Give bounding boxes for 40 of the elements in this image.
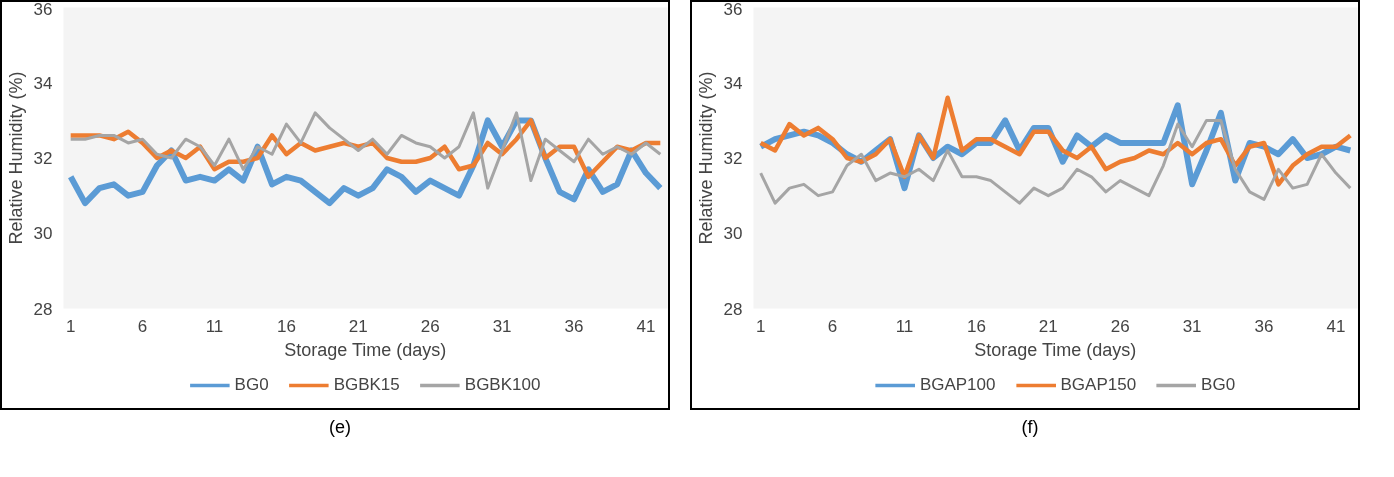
y-tick-label: 36 [723,0,743,19]
legend-label: BG0 [234,375,269,395]
x-tick-label: 31 [492,316,512,336]
text: (e) [329,416,351,439]
x-tick-label: 1 [755,316,766,336]
x-tick-label: 16 [966,316,986,336]
y-tick-label: 30 [723,224,743,244]
x-tick-label: 11 [895,316,914,336]
legend-label: BGBK15 [333,375,400,395]
x-tick-label: 31 [1182,316,1202,336]
x-tick-label: 6 [827,316,838,336]
x-axis-title: Storage Time (days) [974,339,1137,360]
legend-label: BGAP150 [1060,375,1137,395]
y-tick-label: 34 [33,73,53,93]
y-tick-label: 34 [723,73,743,93]
x-tick-label: 36 [564,316,584,336]
y-tick-label: 36 [33,0,53,19]
text: (f) [1021,416,1039,439]
x-tick-label: 11 [205,316,224,336]
x-tick-label: 36 [1254,316,1274,336]
y-tick-label: 32 [33,149,53,168]
y-axis-title: Relative Humidity (%) [5,71,26,245]
x-tick-label: 26 [420,316,440,336]
x-tick-label: 21 [1038,316,1058,336]
legend-label: BGBK100 [464,375,541,395]
x-tick-label: 26 [1110,316,1130,336]
x-tick-label: 16 [276,316,296,336]
y-tick-label: 32 [723,149,743,168]
x-tick-label: 1 [65,316,76,336]
y-axis-title: Relative Humidity (%) [695,71,716,245]
x-tick-label: 41 [1326,316,1346,336]
y-tick-label: 30 [33,224,53,244]
x-tick-label: 21 [348,316,368,336]
x-tick-label: 6 [137,316,148,336]
legend-label: BGAP100 [919,375,996,395]
x-tick-label: 41 [636,316,656,336]
x-axis-title: Storage Time (days) [284,339,447,360]
y-tick-label: 28 [723,299,743,319]
y-tick-label: 28 [33,299,53,319]
legend-label: BG0 [1201,375,1236,395]
